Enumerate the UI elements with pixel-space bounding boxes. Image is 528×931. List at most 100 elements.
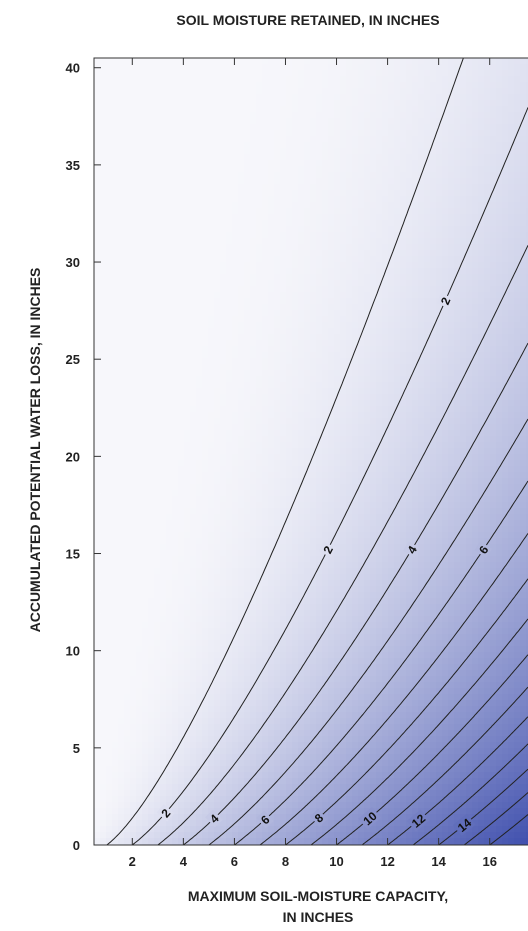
- shade-cell: [406, 304, 413, 311]
- shade-cell: [250, 382, 257, 389]
- shade-cell: [328, 226, 335, 233]
- shade-cell: [292, 190, 299, 197]
- shade-cell: [196, 100, 203, 107]
- shade-cell: [376, 100, 383, 107]
- shade-cell: [274, 424, 281, 431]
- shade-cell: [388, 184, 395, 191]
- shade-cell: [208, 286, 215, 293]
- shade-cell: [490, 238, 497, 245]
- shade-cell: [454, 334, 461, 341]
- shade-cell: [442, 232, 449, 239]
- shade-cell: [370, 442, 377, 449]
- shade-cell: [208, 238, 215, 245]
- shade-cell: [406, 364, 413, 371]
- shade-cell: [316, 58, 323, 65]
- shade-cell: [310, 232, 317, 239]
- shade-cell: [136, 148, 143, 155]
- shade-cell: [346, 196, 353, 203]
- shade-cell: [310, 298, 317, 305]
- shade-cell: [508, 448, 515, 455]
- shade-cell: [184, 118, 191, 125]
- shade-cell: [412, 388, 419, 395]
- shade-cell: [304, 352, 311, 359]
- shade-cell: [334, 430, 341, 437]
- shade-cell: [130, 442, 137, 449]
- shade-cell: [394, 394, 401, 401]
- shade-cell: [466, 88, 473, 95]
- shade-cell: [94, 424, 101, 431]
- shade-cell: [328, 442, 335, 449]
- shade-cell: [190, 172, 197, 179]
- shade-cell: [490, 268, 497, 275]
- shade-cell: [460, 310, 467, 317]
- shade-cell: [472, 442, 479, 449]
- shade-cell: [376, 172, 383, 179]
- shade-cell: [382, 124, 389, 131]
- shade-cell: [454, 70, 461, 77]
- shade-cell: [496, 82, 503, 89]
- shade-cell: [508, 418, 515, 425]
- shade-cell: [400, 376, 407, 383]
- shade-cell: [136, 250, 143, 257]
- shade-cell: [208, 280, 215, 287]
- shade-cell: [514, 292, 521, 299]
- shade-cell: [208, 208, 215, 215]
- shade-cell: [292, 226, 299, 233]
- shade-cell: [472, 334, 479, 341]
- shade-cell: [484, 454, 491, 461]
- shade-cell: [478, 88, 485, 95]
- shade-cell: [508, 100, 515, 107]
- shade-cell: [214, 148, 221, 155]
- shade-cell: [394, 334, 401, 341]
- shade-cell: [328, 448, 335, 455]
- shade-cell: [226, 382, 233, 389]
- shade-cell: [478, 106, 485, 113]
- shade-cell: [316, 220, 323, 227]
- shade-cell: [166, 220, 173, 227]
- shade-cell: [370, 388, 377, 395]
- shade-cell: [322, 76, 329, 83]
- shade-cell: [286, 292, 293, 299]
- shade-cell: [352, 184, 359, 191]
- shade-cell: [508, 430, 515, 437]
- shade-cell: [406, 58, 413, 65]
- shade-cell: [466, 64, 473, 71]
- shade-cell: [208, 148, 215, 155]
- shade-cell: [130, 436, 137, 443]
- shade-cell: [370, 136, 377, 143]
- shade-cell: [190, 430, 197, 437]
- shade-cell: [466, 352, 473, 359]
- shade-cell: [148, 118, 155, 125]
- shade-cell: [232, 316, 239, 323]
- shade-cell: [334, 382, 341, 389]
- shade-cell: [520, 364, 527, 371]
- shade-cell: [466, 244, 473, 251]
- shade-cell: [460, 406, 467, 413]
- shade-cell: [472, 310, 479, 317]
- shade-cell: [466, 364, 473, 371]
- shade-cell: [484, 184, 491, 191]
- shade-cell: [502, 364, 509, 371]
- shade-cell: [430, 436, 437, 443]
- shade-cell: [472, 220, 479, 227]
- shade-cell: [370, 226, 377, 233]
- shade-cell: [184, 238, 191, 245]
- shade-cell: [112, 232, 119, 239]
- shade-cell: [328, 118, 335, 125]
- shade-cell: [484, 436, 491, 443]
- shade-cell: [334, 154, 341, 161]
- shade-cell: [106, 310, 113, 317]
- shade-cell: [316, 406, 323, 413]
- shade-cell: [514, 250, 521, 257]
- shade-cell: [310, 118, 317, 125]
- shade-cell: [520, 346, 527, 353]
- shade-cell: [466, 388, 473, 395]
- shade-cell: [208, 226, 215, 233]
- shade-cell: [160, 340, 167, 347]
- shade-cell: [250, 322, 257, 329]
- shade-cell: [190, 412, 197, 419]
- shade-cell: [286, 262, 293, 269]
- shade-cell: [394, 310, 401, 317]
- shade-cell: [94, 352, 101, 359]
- shade-cell: [478, 172, 485, 179]
